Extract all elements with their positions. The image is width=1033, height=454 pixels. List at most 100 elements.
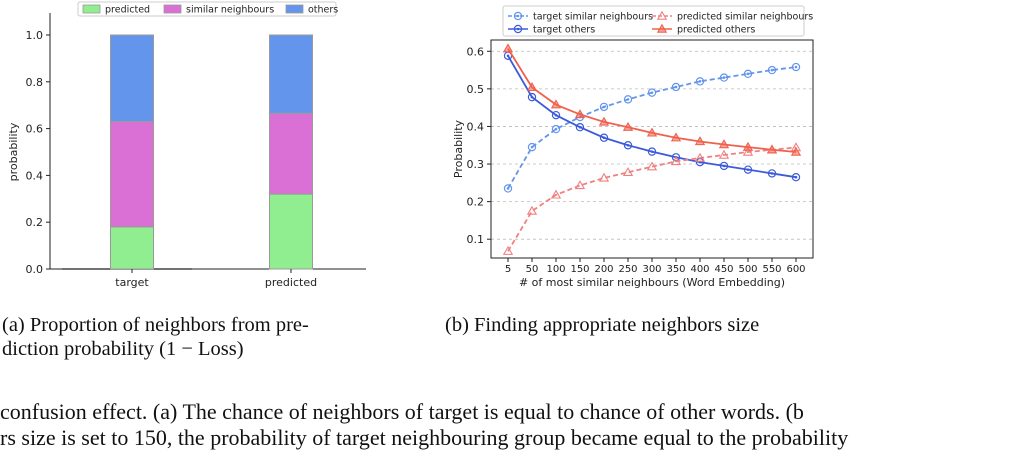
- data-point-center: [650, 150, 654, 153]
- data-point: [574, 180, 586, 190]
- series-group: [503, 62, 801, 193]
- data-point-center: [602, 105, 606, 109]
- data-point: [671, 82, 681, 92]
- legend-entry-label: others: [308, 5, 338, 16]
- data-point-center: [722, 164, 726, 168]
- x-tick-label: 150: [570, 264, 589, 275]
- data-point: [767, 169, 777, 178]
- bar-segment: [110, 226, 154, 270]
- data-point: [551, 110, 561, 120]
- data-point: [646, 161, 658, 171]
- legend-swatch: [82, 4, 101, 14]
- data-point-center: [516, 27, 520, 31]
- data-point: [647, 88, 657, 97]
- data-point: [527, 142, 537, 152]
- y-tick-label: 0.8: [26, 76, 44, 89]
- data-point-center: [794, 175, 798, 179]
- data-point: [670, 156, 682, 166]
- data-point-center: [674, 85, 678, 89]
- legend: target similar neighbours target others pr…: [502, 5, 813, 37]
- data-point: [718, 139, 730, 149]
- legend: predicted similar neighbours others: [77, 1, 338, 17]
- data-point-center: [746, 168, 750, 171]
- x-tick-label: target: [115, 276, 149, 289]
- data-point-center: [626, 143, 630, 147]
- data-point: [670, 132, 682, 142]
- series-line: [507, 146, 797, 252]
- data-point-center: [554, 113, 558, 117]
- data-point: [766, 144, 778, 154]
- bar-segment: [110, 121, 154, 228]
- data-point: [513, 24, 523, 34]
- data-point: [695, 77, 705, 86]
- y-axis-label: probability: [7, 122, 20, 181]
- legend-swatch: [163, 4, 182, 14]
- y-tick-label: 0.1: [467, 233, 485, 246]
- stacked-bar-chart: 0.0 0.2 0.4 0.6 0.8 1.0 probability target predi…: [7, 1, 366, 289]
- data-point: [719, 73, 729, 82]
- y-tick-label: 0.6: [26, 123, 44, 136]
- data-point-center: [516, 14, 520, 18]
- y-tick-label: 1.0: [26, 29, 44, 42]
- legend-box: [502, 5, 805, 37]
- data-point: [550, 189, 562, 199]
- data-point: [743, 165, 753, 174]
- data-point: [503, 184, 513, 193]
- legend-entry-label: target similar neighbours: [533, 12, 653, 23]
- x-tick-label: 550: [762, 264, 781, 275]
- x-tick-label: 450: [714, 264, 733, 275]
- y-axis-label: Probability: [452, 119, 465, 178]
- data-point: [513, 11, 523, 21]
- x-tick-label: 600: [786, 264, 805, 275]
- data-point: [790, 146, 802, 156]
- x-tick-label: 5: [505, 264, 511, 275]
- data-point: [647, 147, 657, 156]
- data-point: [526, 205, 538, 215]
- data-point: [574, 109, 586, 119]
- data-point: [623, 141, 633, 150]
- data-point: [719, 161, 729, 171]
- x-tick-label: 100: [546, 264, 565, 275]
- data-point: [550, 99, 562, 109]
- data-point: [599, 102, 609, 112]
- data-point: [742, 141, 754, 151]
- data-point: [623, 95, 633, 104]
- caption-a-line2: diction probability (1 − Loss): [2, 338, 244, 360]
- data-point: [791, 172, 801, 182]
- data-point: [694, 152, 706, 162]
- y-tick-label: 0.0: [26, 263, 44, 276]
- data-point-center: [770, 68, 774, 72]
- data-point: [527, 92, 537, 102]
- data-point: [791, 62, 801, 72]
- data-point: [743, 69, 753, 79]
- x-tick-label: predicted: [265, 276, 317, 289]
- data-point-center: [722, 76, 726, 79]
- data-point: [742, 146, 754, 156]
- legend-entry-label: predicted similar neighbours: [677, 12, 813, 23]
- data-point-center: [626, 98, 630, 101]
- data-point-center: [530, 95, 534, 99]
- y-tick-label: 0.4: [467, 120, 485, 133]
- legend-box: [77, 1, 337, 17]
- data-point-center: [506, 187, 510, 190]
- data-point: [502, 245, 514, 255]
- data-point: [694, 136, 706, 146]
- legend-entry-label: predicted others: [677, 25, 755, 36]
- bar-segment: [269, 193, 313, 270]
- data-point: [599, 133, 609, 142]
- series-group: [502, 142, 802, 255]
- series-group: [502, 43, 802, 156]
- x-tick-label: 200: [594, 264, 613, 275]
- y-tick-label: 0.2: [26, 216, 44, 229]
- data-point: [767, 65, 777, 75]
- x-tick-label: 400: [690, 264, 709, 275]
- y-tick-label: 0.2: [467, 196, 485, 209]
- data-point: [551, 124, 561, 134]
- legend-swatch: [285, 4, 304, 14]
- data-point: [656, 10, 668, 20]
- y-tick-label: 0.6: [467, 45, 485, 58]
- data-point-center: [794, 65, 798, 69]
- legend-entry-label: target others: [533, 25, 595, 36]
- series-line: [507, 55, 797, 179]
